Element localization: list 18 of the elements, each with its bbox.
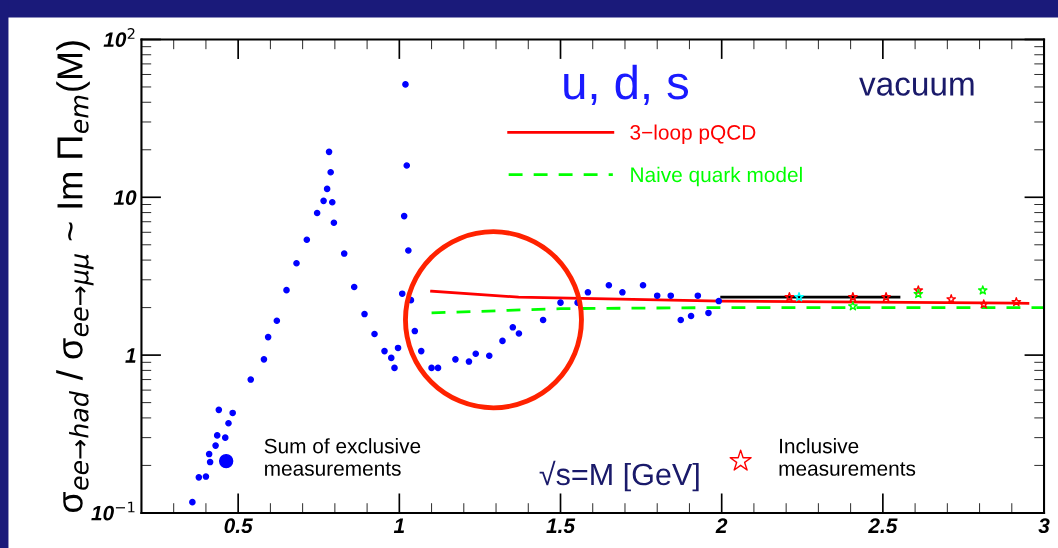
x-tick-label: 0.5 — [224, 518, 253, 534]
y-tick-label: 1 — [125, 348, 136, 363]
legend-label: Inclusive measurements — [779, 438, 916, 476]
y-tick-label: 10$^{−1}$ — [91, 501, 135, 521]
x-tick-label: 2 — [715, 518, 728, 533]
annotation: vacuum — [859, 77, 974, 96]
y-tick-label: 10$^{2}$ — [103, 28, 135, 48]
legend-label: Sum of exclusive measurements — [264, 438, 421, 476]
annotation: u, d, s — [564, 64, 689, 106]
x-tick-label: 1 — [393, 518, 405, 533]
x-axis-title: √s=M [GeV] — [539, 460, 699, 492]
text: 3−loop pQCD — [630, 124, 756, 144]
y-tick-label: 10 — [113, 190, 137, 206]
text: Naive quark model — [631, 166, 802, 187]
x-tick-label: 2.5 — [868, 518, 898, 534]
x-tick-label: 3 — [1038, 518, 1050, 534]
x-tick-label: 1.5 — [546, 518, 576, 534]
y-axis-title: σ$_{ee→had}$ / σ$_{ee→μμ}$ ~ Im Π$_{em}$(M) — [56, 41, 94, 513]
